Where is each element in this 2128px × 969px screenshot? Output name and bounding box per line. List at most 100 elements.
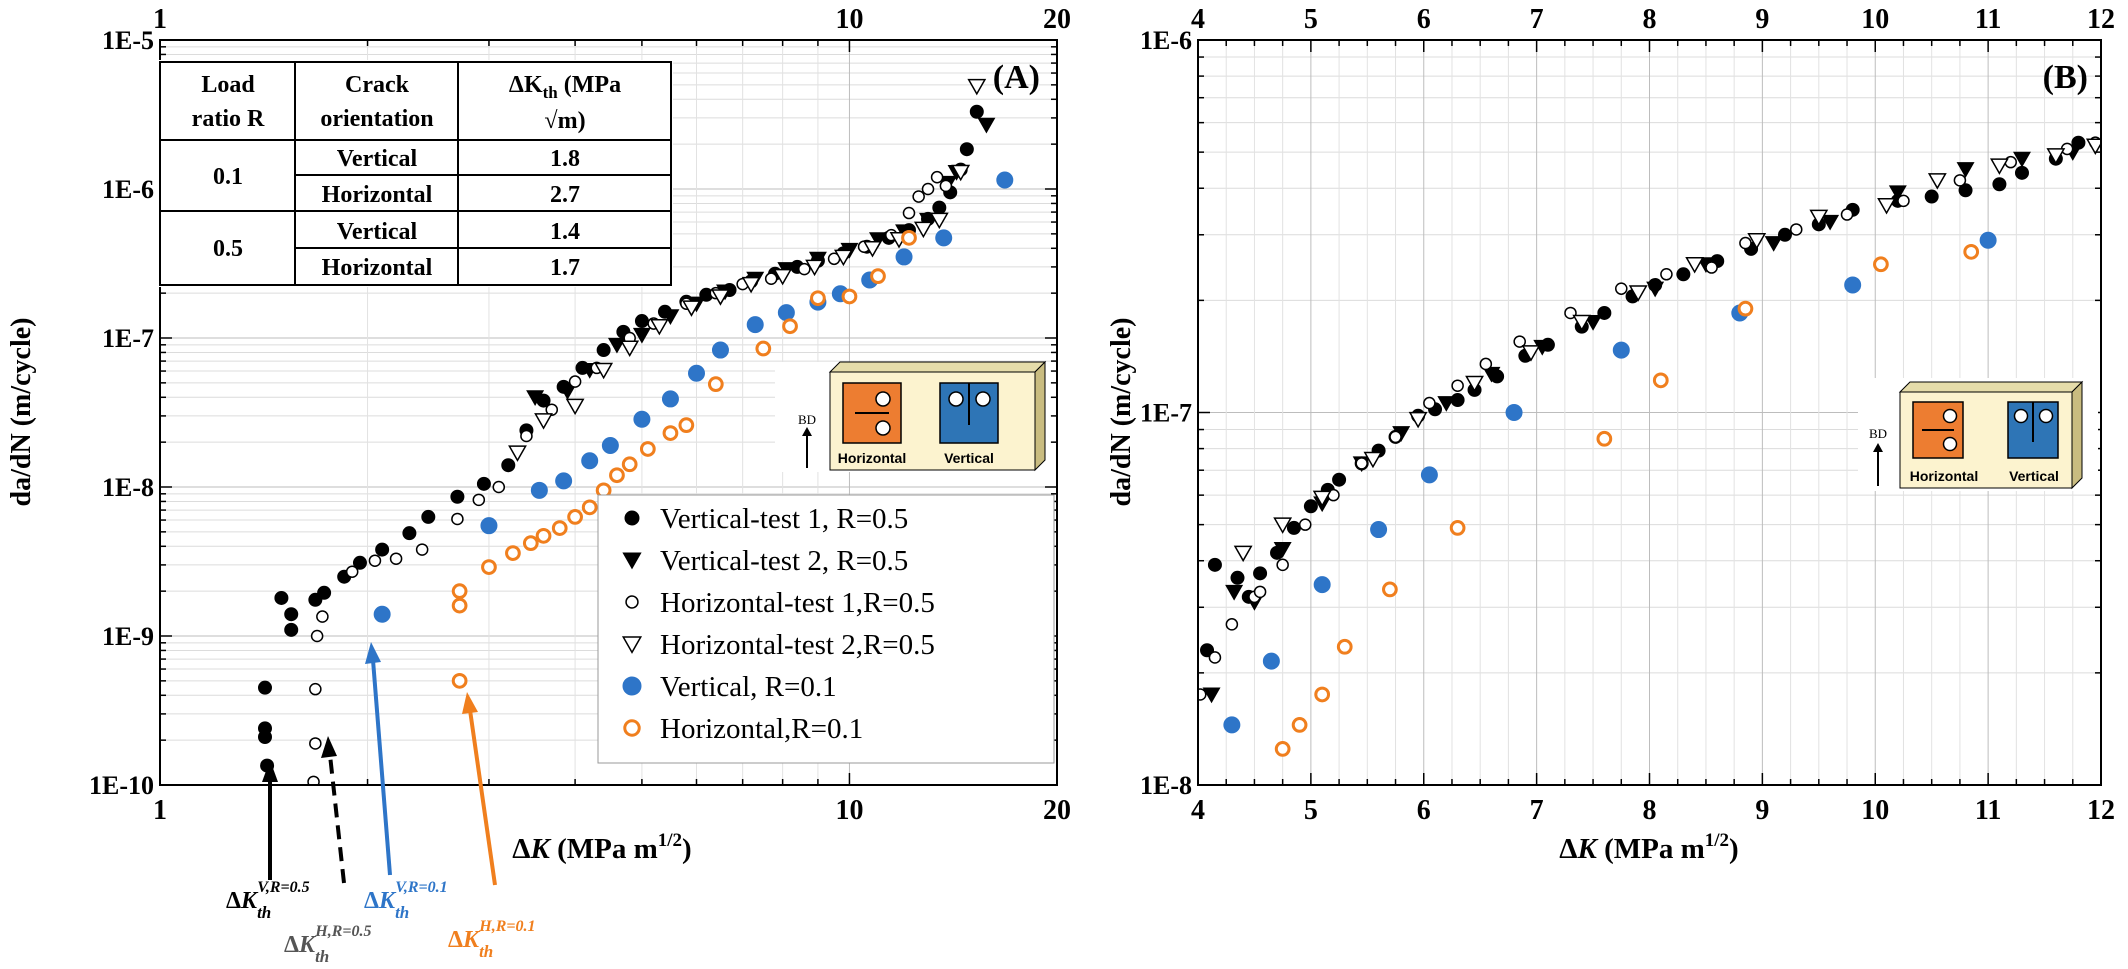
panel-a-frame — [159, 39, 1058, 786]
data-point — [678, 417, 695, 434]
table-header-crack: Crack — [345, 72, 410, 98]
panel-a-ylabel: da/dN (m/cycle) — [6, 318, 37, 507]
data-point — [501, 458, 516, 473]
data-point — [621, 456, 638, 473]
data-point — [1739, 236, 1752, 250]
data-point — [451, 512, 464, 526]
data-point — [661, 390, 679, 408]
x-tick-label-bottom: 11 — [1975, 795, 2001, 826]
data-point — [833, 249, 853, 267]
x-tick-label-top: 4 — [1191, 4, 1205, 35]
legend-label: Horizontal,R=0.1 — [660, 713, 863, 745]
data-point — [451, 672, 468, 689]
data-point — [1764, 236, 1783, 252]
data-point — [352, 555, 367, 570]
data-point — [1314, 686, 1331, 703]
data-point — [1479, 357, 1493, 371]
data-point — [977, 117, 996, 134]
legend-marker — [623, 719, 641, 737]
data-point — [368, 554, 382, 568]
table-orient-1: Vertical — [337, 146, 418, 172]
data-point — [935, 229, 953, 247]
orientation-inset-b: Horizontal Vertical BD — [1858, 378, 2098, 491]
panel-a-points — [257, 78, 1014, 785]
data-point — [508, 445, 527, 462]
legend: Vertical-test 1, R=0.5 Vertical-test 2, R… — [597, 494, 1055, 764]
data-point — [919, 212, 937, 229]
data-point — [1276, 558, 1289, 572]
table-header-dkth-unit: √m) — [544, 108, 585, 134]
y-tick-label: 1E-5 — [102, 26, 154, 55]
data-point — [1382, 581, 1398, 598]
data-point — [649, 318, 669, 336]
data-point — [1262, 652, 1280, 670]
table-dkth-3: 1.4 — [550, 219, 580, 245]
data-point — [1513, 335, 1526, 348]
data-point — [451, 597, 468, 614]
annotation-hr01: ΔKthH,R=0.1 — [448, 918, 535, 961]
data-point — [1198, 688, 1207, 701]
x-tick-label-bottom: 12 — [2087, 795, 2115, 826]
legend-marker — [624, 510, 640, 526]
table-orient-2: Horizontal — [322, 182, 433, 208]
data-point — [601, 436, 619, 454]
data-point — [505, 545, 521, 561]
table-dkth-1: 1.8 — [550, 146, 580, 172]
data-point — [1225, 584, 1244, 601]
data-point — [1821, 214, 1840, 231]
data-point — [687, 364, 705, 382]
y-tick-label: 1E-7 — [102, 324, 154, 353]
data-point — [1223, 716, 1241, 734]
panel-a-label: (A) — [993, 59, 1040, 96]
data-point — [798, 262, 811, 276]
data-point — [535, 527, 552, 544]
data-point — [284, 622, 299, 637]
data-point — [1408, 411, 1428, 429]
legend-marker — [621, 636, 643, 654]
data-point — [1572, 314, 1592, 332]
y-tick-label: 1E-8 — [102, 473, 154, 502]
table-r-05: 0.5 — [213, 236, 243, 262]
panel-a-xlabel: ΔK (MPa m1/2) — [512, 830, 691, 865]
data-point — [782, 318, 798, 335]
data-point — [1521, 345, 1541, 362]
table-r-01: 0.1 — [213, 164, 243, 190]
panel-b-ylabel: da/dN (m/cycle) — [1106, 318, 1137, 507]
x-tick-label-top: 12 — [2087, 4, 2115, 35]
series-horizontal-r-0-1 — [1274, 243, 1980, 757]
x-tick-label-top: 10 — [835, 4, 863, 35]
data-point — [257, 680, 272, 695]
data-point — [951, 164, 971, 182]
data-point — [581, 499, 598, 516]
data-point — [1953, 174, 1967, 187]
data-point — [309, 737, 322, 750]
data-point — [609, 467, 625, 484]
orientation-inset-a: Horizontal Vertical BD — [775, 360, 1050, 472]
data-point — [1705, 261, 1718, 274]
data-point — [522, 535, 539, 552]
data-point — [1927, 173, 1947, 190]
x-tick-label-top: 6 — [1417, 4, 1431, 35]
table-header-ratio: ratio R — [192, 106, 265, 132]
data-point — [932, 200, 947, 215]
data-point — [1336, 638, 1353, 655]
data-point — [930, 170, 944, 184]
data-point — [2046, 148, 2066, 165]
data-point — [567, 509, 583, 525]
x-tick-label-bottom: 7 — [1530, 795, 1544, 826]
data-point — [1389, 430, 1402, 444]
data-point — [969, 104, 984, 119]
data-point — [284, 607, 299, 622]
legend-label: Horizontal-test 1,R=0.5 — [660, 587, 935, 619]
data-point — [929, 212, 949, 230]
data-point — [1202, 687, 1221, 704]
data-point — [1450, 393, 1465, 408]
data-point — [1303, 499, 1318, 514]
data-point — [1370, 521, 1388, 539]
table-dkth-2: 2.7 — [550, 182, 580, 208]
arrow-hr01-icon — [462, 692, 478, 714]
x-tick-label-bottom: 5 — [1304, 795, 1318, 826]
data-point — [607, 337, 626, 354]
x-tick-label-top: 8 — [1643, 4, 1657, 35]
